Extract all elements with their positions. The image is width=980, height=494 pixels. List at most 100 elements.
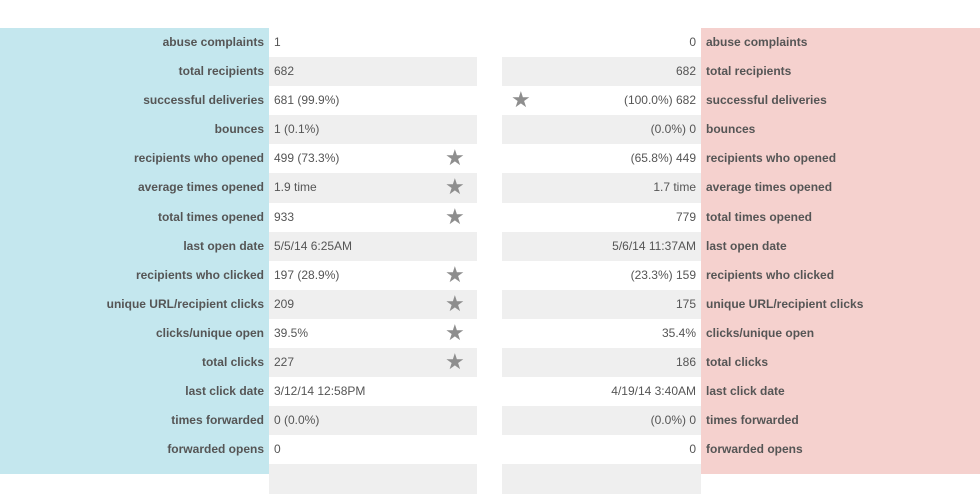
metric-value-right: 682 xyxy=(675,64,696,79)
metric-label-right: total clicks xyxy=(706,355,769,370)
metric-value-left: 0 (0.0%) xyxy=(274,413,320,428)
star-icon: ★ xyxy=(445,349,465,375)
star-icon: ★ xyxy=(445,290,465,316)
comparison-row: clicks/unique open 39.5% 35.4% clicks/uniqu… xyxy=(0,319,980,348)
metric-label-left: total times opened xyxy=(157,209,264,224)
metric-label-left: last click date xyxy=(185,384,264,399)
comparison-row: abuse complaints 1 0 abuse complaints xyxy=(0,28,980,57)
comparison-row: forwarded opens 0 0 forwarded opens xyxy=(0,435,980,464)
row-background-left xyxy=(269,435,477,464)
metric-label-left: successful deliveries xyxy=(143,93,264,108)
row-background-right xyxy=(502,435,701,464)
row-background-left xyxy=(269,115,477,145)
row-background-left xyxy=(269,289,477,319)
comparison-row: recipients who opened 499 (73.3%) (65.8%) … xyxy=(0,144,980,173)
star-icon: ★ xyxy=(445,174,465,200)
metric-label-left: total clicks xyxy=(201,355,264,370)
row-background-left xyxy=(269,464,477,494)
metric-label-right: times forwarded xyxy=(706,413,799,428)
metric-label-right: total times opened xyxy=(706,209,813,224)
comparison-row: average times opened 1.9 time 1.7 time aver… xyxy=(0,173,980,203)
row-background-right xyxy=(502,173,701,203)
metric-value-right: 4/19/14 3:40AM xyxy=(611,384,696,399)
metric-value-right: (100.0%) 682 xyxy=(623,93,696,108)
comparison-row: last click date 3/12/14 12:58PM 4/19/14 3:… xyxy=(0,377,980,406)
metric-label-right: average times opened xyxy=(706,180,833,195)
metric-label-right: successful deliveries xyxy=(706,93,827,108)
metric-value-right: 0 xyxy=(689,442,696,457)
metric-value-right: 5/6/14 11:37AM xyxy=(612,238,696,253)
row-background-right xyxy=(502,57,701,87)
metric-label-left: bounces xyxy=(214,122,264,137)
metric-value-left: 933 xyxy=(274,209,295,224)
metric-value-right: 1.7 time xyxy=(653,180,696,195)
row-background-right xyxy=(502,28,701,57)
metric-label-right: bounces xyxy=(706,122,756,137)
metric-value-left: 682 xyxy=(274,64,295,79)
metric-label-right: abuse complaints xyxy=(706,35,808,49)
comparison-row: unique URL/recipient clicks 209 175 unique … xyxy=(0,289,980,319)
metric-value-left: 39.5% xyxy=(274,325,309,340)
row-background-right xyxy=(502,464,701,494)
comparison-row: total clicks 227 186 total clicks ★ xyxy=(0,348,980,378)
metric-value-right: (23.3%) 159 xyxy=(630,267,696,282)
comparison-row: bounces 1 (0.1%) (0.0%) 0 bounces xyxy=(0,115,980,145)
row-background-right xyxy=(502,203,701,232)
metric-value-right: 0 xyxy=(689,35,696,49)
metric-value-left: 1 xyxy=(274,35,281,49)
metric-label-right: last open date xyxy=(706,238,787,253)
metric-label-left: recipients who opened xyxy=(133,151,264,166)
metric-label-left: forwarded opens xyxy=(167,442,264,457)
metric-value-left: 197 (28.9%) xyxy=(274,267,340,282)
metric-label-left: total recipients xyxy=(178,64,264,79)
star-icon: ★ xyxy=(445,145,465,171)
comparison-row: last open date 5/5/14 6:25AM 5/6/14 11:37A… xyxy=(0,231,980,261)
metric-label-left: unique URL/recipient clicks xyxy=(106,296,264,311)
comparison-row xyxy=(0,464,980,494)
metric-value-right: 175 xyxy=(675,296,696,311)
metric-value-left: 1 (0.1%) xyxy=(274,122,320,137)
star-icon: ★ xyxy=(445,203,465,229)
metric-label-right: clicks/unique open xyxy=(706,325,815,340)
metric-label-left: average times opened xyxy=(137,180,264,195)
metric-value-left: 209 xyxy=(274,296,295,311)
metric-label-left: clicks/unique open xyxy=(155,325,264,340)
comparison-row: total recipients 682 682 total recipients xyxy=(0,57,980,87)
metric-label-right: forwarded opens xyxy=(706,442,803,457)
metric-value-left: 3/12/14 12:58PM xyxy=(274,384,366,399)
row-background-left xyxy=(269,57,477,87)
star-icon: ★ xyxy=(445,261,465,287)
row-background-right xyxy=(502,348,701,378)
comparison-row: successful deliveries 681 (99.9%) (100.0%)… xyxy=(0,86,980,115)
row-background-left xyxy=(269,348,477,378)
comparison-table: abuse complaints 1 0 abuse complaints total … xyxy=(0,28,980,494)
metric-value-right: 186 xyxy=(675,355,696,370)
row-background-right xyxy=(502,231,701,261)
metric-label-right: recipients who clicked xyxy=(706,267,835,282)
comparison-row: times forwarded 0 (0.0%) (0.0%) 0 times for… xyxy=(0,406,980,436)
right-campaign-band xyxy=(701,28,980,474)
metric-label-left: times forwarded xyxy=(171,413,264,428)
metric-value-right: (0.0%) 0 xyxy=(650,122,696,137)
row-background-left xyxy=(269,173,477,203)
metric-label-right: total recipients xyxy=(706,64,792,79)
metric-label-left: recipients who clicked xyxy=(135,267,264,282)
metric-label-left: last open date xyxy=(183,238,264,253)
row-background-left xyxy=(269,231,477,261)
row-background-left xyxy=(269,28,477,57)
metric-value-left: 5/5/14 6:25AM xyxy=(274,238,353,253)
metric-value-right: 779 xyxy=(675,209,696,224)
star-icon: ★ xyxy=(511,87,531,113)
row-background-right xyxy=(502,406,701,436)
row-background-right xyxy=(502,289,701,319)
metric-label-left: abuse complaints xyxy=(162,35,264,49)
metric-value-left: 1.9 time xyxy=(274,180,317,195)
metric-value-right: (0.0%) 0 xyxy=(650,413,696,428)
star-icon: ★ xyxy=(445,319,465,345)
metric-label-right: last click date xyxy=(706,384,785,399)
metric-value-left: 0 xyxy=(274,442,281,457)
row-background-right xyxy=(502,115,701,145)
metric-label-right: recipients who opened xyxy=(706,151,837,166)
metric-value-left: 227 xyxy=(274,355,295,370)
metric-value-right: 35.4% xyxy=(661,325,696,340)
